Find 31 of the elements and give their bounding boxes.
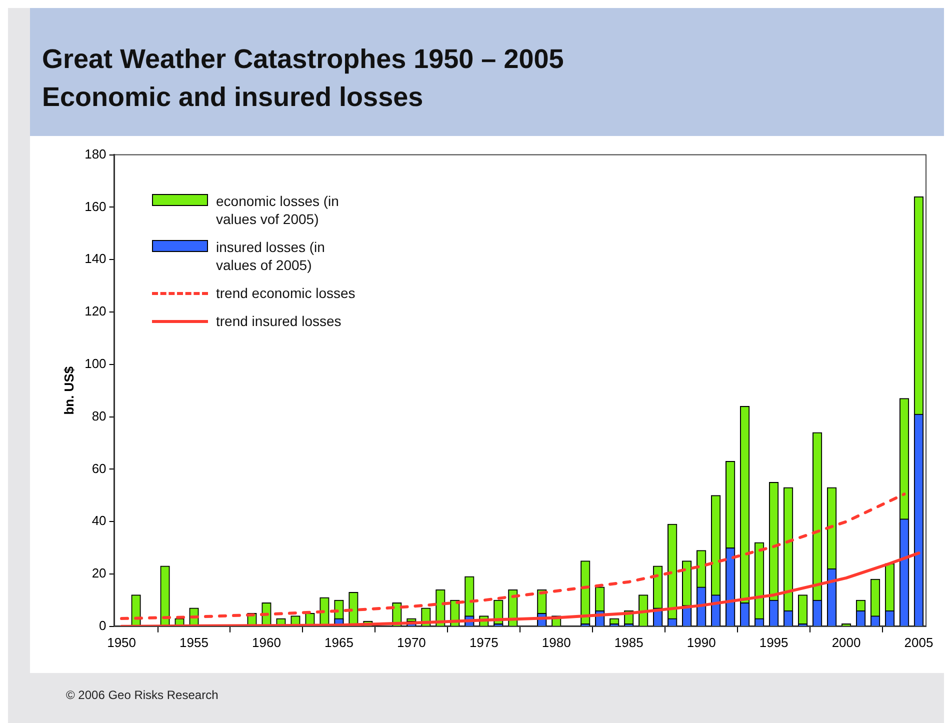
x-tick-label: 1970 — [396, 634, 426, 650]
y-tick-label: 140 — [84, 251, 106, 266]
y-tick-label: 80 — [92, 408, 106, 424]
x-tick-label: 1995 — [759, 634, 788, 650]
y-tick-label: 40 — [92, 513, 106, 528]
legend-label: trend insured losses — [216, 312, 342, 330]
y-tick-label: 60 — [92, 460, 106, 476]
text: © 2006 Geo Risks Research — [66, 688, 218, 702]
x-tick-label: 1975 — [469, 634, 498, 650]
y-tick-label: 180 — [84, 146, 106, 162]
y-axis-title: bn. US$ — [61, 366, 76, 415]
chart-subtitle: Economic and insured losses — [42, 82, 424, 113]
chart-title: Great Weather Catastrophes 1950 – 2005 — [42, 44, 564, 75]
y-tick-label: 100 — [84, 356, 106, 371]
x-tick-label: 1980 — [542, 634, 571, 650]
y-tick-label: 20 — [92, 566, 106, 581]
legend-label: trend economic losses — [216, 284, 356, 302]
x-tick-label: 1990 — [686, 634, 716, 650]
x-tick-label: 1955 — [180, 634, 208, 650]
x-tick-label: 1985 — [614, 634, 644, 650]
y-tick-label: 0 — [99, 618, 106, 633]
x-tick-label: 1965 — [324, 634, 354, 650]
x-tick-label: 2000 — [832, 634, 861, 650]
x-tick-label: 2005 — [904, 634, 934, 650]
legend-label: economic losses (in values vof 2005) — [216, 192, 340, 228]
x-tick-label: 1950 — [107, 634, 136, 650]
y-tick-label: 160 — [84, 198, 106, 214]
legend-label: insured losses (in values of 2005) — [216, 238, 326, 274]
y-tick-label: 120 — [84, 304, 106, 319]
x-tick-label: 1960 — [252, 634, 281, 650]
line-series — [120, 492, 906, 620]
